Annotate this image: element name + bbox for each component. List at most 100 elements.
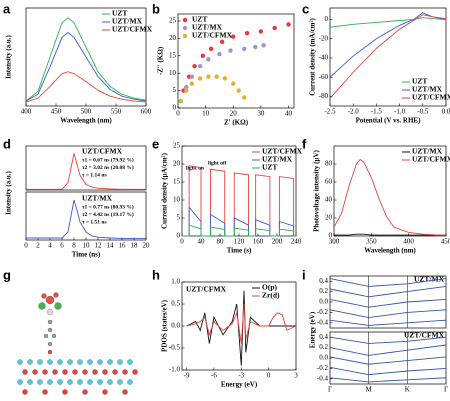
y-tick-label: 60 bbox=[325, 178, 333, 186]
x-tick-label: 20 bbox=[143, 242, 151, 250]
data-point bbox=[197, 64, 203, 69]
x-tick-label: 40 bbox=[285, 110, 293, 118]
series-line bbox=[329, 298, 447, 308]
panel-title: UZT/CFMX bbox=[82, 147, 123, 156]
x-tick-label: 240 bbox=[291, 238, 302, 246]
series-line bbox=[182, 165, 296, 237]
x-tick-label: -0.5 bbox=[417, 108, 429, 116]
x-tick-label: 0.0 bbox=[442, 108, 450, 116]
series-line bbox=[329, 14, 447, 99]
y-tick-label: -0.2 bbox=[317, 364, 329, 372]
legend-label: UZT/MX bbox=[192, 23, 223, 32]
y-axis-label: Intensity (a.u.) bbox=[5, 34, 13, 78]
series-line bbox=[26, 153, 146, 190]
y-tick-label: 25 bbox=[173, 142, 181, 150]
data-point bbox=[222, 76, 228, 81]
legend-label: UZT bbox=[412, 77, 427, 86]
y-tick-label: 0.5 bbox=[171, 300, 180, 308]
data-point bbox=[214, 74, 219, 79]
data-point bbox=[242, 46, 247, 52]
x-tick-label: 8 bbox=[72, 242, 76, 250]
y-tick-label: 10 bbox=[169, 69, 177, 77]
data-point bbox=[206, 57, 211, 62]
x-axis-label: Potential (V vs. RHE) bbox=[356, 117, 421, 125]
y-tick-label: 1.0 bbox=[171, 278, 180, 286]
axes-frame bbox=[333, 145, 447, 237]
legend-label: UZT bbox=[262, 163, 277, 172]
y-tick-label: 0.0 bbox=[319, 354, 328, 362]
data-point bbox=[231, 34, 236, 39]
data-point bbox=[192, 64, 197, 69]
legend-marker bbox=[182, 25, 188, 31]
data-point bbox=[197, 76, 203, 81]
x-tick-label: 4 bbox=[48, 242, 52, 250]
y-tick-label: 40 bbox=[325, 196, 333, 204]
series-line bbox=[329, 278, 447, 287]
data-point bbox=[272, 25, 277, 31]
panel-title: UZT/CFMX bbox=[186, 285, 227, 294]
series-line bbox=[329, 356, 447, 365]
y-tick-label: -40 bbox=[319, 54, 329, 62]
y-tick-label: 5 bbox=[173, 86, 177, 94]
series-line bbox=[182, 205, 296, 237]
structure-model bbox=[17, 292, 138, 395]
axes-frame bbox=[329, 275, 447, 329]
x-tick-label: 450 bbox=[441, 238, 450, 246]
panel-label: b bbox=[152, 1, 160, 16]
series-line bbox=[329, 336, 447, 344]
panel-label: d bbox=[3, 136, 11, 151]
x-tick-label: 120 bbox=[234, 238, 245, 246]
legend-label: UZT/CFMX bbox=[412, 93, 450, 102]
x-axis-label: Time (ns) bbox=[72, 251, 101, 259]
series-line bbox=[329, 377, 447, 383]
panel-title: UZT/MX bbox=[82, 194, 113, 203]
x-tick-label: 0 bbox=[180, 238, 184, 246]
data-point bbox=[228, 48, 233, 53]
x-tick-label: 80 bbox=[217, 238, 225, 246]
x-tick-label: 18 bbox=[131, 242, 139, 250]
x-axis-label: Z' (KΩ) bbox=[224, 119, 249, 127]
x-tick-label: 550 bbox=[111, 108, 122, 116]
y-tick-label: 20 bbox=[325, 214, 333, 222]
data-point bbox=[261, 43, 266, 48]
series-line bbox=[186, 290, 296, 366]
y-tick-label: 0.4 bbox=[319, 277, 328, 285]
data-point bbox=[178, 98, 183, 104]
annotation: τ2 = 3.02 ns (20.08 %) bbox=[82, 164, 134, 171]
series-line bbox=[334, 233, 446, 236]
x-tick-label: Γ bbox=[328, 386, 332, 394]
x-tick-label: 3 bbox=[294, 372, 298, 380]
annotation: τ = 1.14 ns bbox=[82, 172, 107, 178]
y-axis-label: Current density (μA/cm²) bbox=[161, 152, 169, 229]
x-axis-label: Wavelength (nm) bbox=[60, 117, 112, 125]
panel-label: g bbox=[3, 267, 11, 282]
legend-marker bbox=[182, 17, 188, 23]
x-tick-label: -3 bbox=[238, 372, 244, 380]
y-axis-label: -Z'' (KΩ) bbox=[157, 46, 165, 75]
series-line bbox=[25, 17, 147, 102]
series-line bbox=[333, 158, 446, 236]
y-axis-label: Current density (mA/cm²) bbox=[309, 17, 317, 95]
y-tick-label: 20 bbox=[173, 160, 181, 168]
axes-frame bbox=[177, 13, 295, 109]
legend-label: O(p) bbox=[262, 283, 278, 292]
annotation: light on bbox=[186, 165, 204, 171]
x-tick-label: -9 bbox=[184, 372, 190, 380]
x-tick-label: 2 bbox=[36, 242, 40, 250]
y-tick-label: 80 bbox=[325, 160, 333, 168]
x-tick-label: -6 bbox=[211, 372, 217, 380]
legend-label: Zr(d) bbox=[262, 291, 280, 300]
legend-label: UZT/CFMX bbox=[262, 147, 303, 156]
panel-label: i bbox=[302, 267, 306, 282]
y-tick-label: -0.4 bbox=[317, 318, 329, 326]
y-tick-label: 25 bbox=[169, 17, 177, 25]
y-axis-label: PDOS (states/eV) bbox=[161, 299, 169, 352]
x-tick-label: 350 bbox=[366, 238, 377, 246]
legend-label: UZT bbox=[112, 9, 127, 18]
annotation: light off bbox=[208, 160, 227, 166]
legend-label: UZT/CFMX bbox=[412, 155, 450, 164]
y-tick-label: 0 bbox=[325, 15, 329, 23]
data-point bbox=[253, 44, 258, 50]
legend-label: UZT/MX bbox=[412, 85, 443, 94]
legend-label: UZT/MX bbox=[262, 155, 293, 164]
